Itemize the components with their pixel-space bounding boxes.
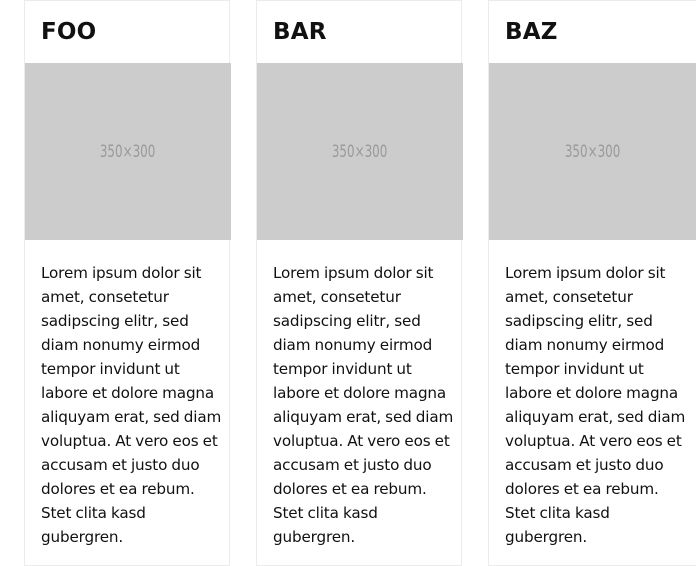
- image-placeholder: 350×300: [489, 63, 696, 240]
- image-placeholder: 350×300: [257, 63, 463, 240]
- card-baz: BAZ 350×300 Lorem ipsum dolor sit amet, …: [488, 0, 696, 566]
- image-placeholder-label: 350×300: [100, 141, 156, 162]
- image-placeholder-label: 350×300: [565, 141, 621, 162]
- card-body-text: Lorem ipsum dolor sit amet, consetetur s…: [273, 264, 454, 546]
- card-body-text: Lorem ipsum dolor sit amet, consetetur s…: [41, 264, 222, 546]
- card-title: BAR: [273, 19, 327, 45]
- card-title: FOO: [41, 19, 97, 45]
- card-bar: BAR 350×300 Lorem ipsum dolor sit amet, …: [256, 0, 463, 566]
- image-placeholder-label: 350×300: [332, 141, 388, 162]
- card-foo: FOO 350×300 Lorem ipsum dolor sit amet, …: [24, 0, 231, 566]
- card-title: BAZ: [505, 19, 558, 45]
- card-body-text: Lorem ipsum dolor sit amet, consetetur s…: [505, 264, 686, 546]
- image-placeholder: 350×300: [25, 63, 231, 240]
